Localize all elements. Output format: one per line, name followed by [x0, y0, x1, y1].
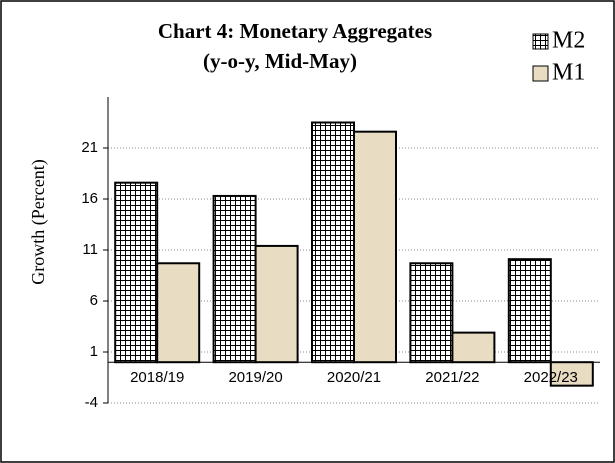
bar — [353, 130, 397, 364]
chart-subtitle: (y-o-y, Mid-May) — [203, 49, 357, 73]
y-tick-label: 6 — [90, 292, 98, 309]
bar — [451, 331, 496, 364]
legend-label: M1 — [552, 60, 585, 86]
y-tick-label: 21 — [81, 139, 98, 156]
x-tick-label: 2021/22 — [425, 369, 479, 386]
bar — [114, 181, 159, 364]
x-tick-label: 2020/21 — [327, 369, 381, 386]
legend-label: M2 — [552, 28, 585, 54]
bar — [507, 258, 552, 364]
x-tick-label: 2019/20 — [228, 369, 282, 386]
bar — [549, 361, 594, 387]
chart-title: Chart 4: Monetary Aggregates — [158, 19, 432, 43]
legend-swatch — [532, 33, 549, 50]
bar — [409, 262, 454, 364]
y-tick-label: -4 — [85, 394, 98, 411]
bar — [311, 121, 355, 364]
y-axis-label: Growth (Percent) — [28, 159, 49, 284]
y-tick-label: 16 — [81, 190, 98, 207]
legend-swatch — [532, 65, 549, 82]
x-tick-label: 2018/19 — [130, 369, 184, 386]
x-tick-label: 2022/23 — [524, 369, 578, 386]
bar — [212, 194, 257, 364]
bar — [254, 244, 299, 364]
y-tick-label: 11 — [82, 241, 98, 258]
bar — [156, 262, 201, 364]
y-tick-label: 1 — [90, 343, 98, 360]
